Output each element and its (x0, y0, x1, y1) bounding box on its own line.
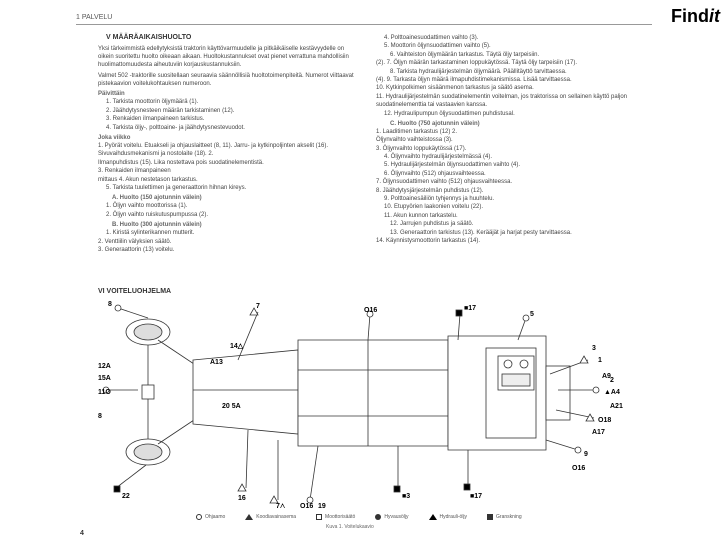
service-c-item: 9. Polttoainesäiliön tyhjennys ja huuhte… (376, 195, 636, 203)
text-columns: V MÄÄRÄAIKAISHUOLTO Yksi tärkeimmistä ed… (98, 34, 636, 254)
legend-label: Hydrauli-öljy (440, 514, 468, 520)
right-item: (4). 9. Tarkasta öljyn määrä ilmapuhdist… (376, 76, 636, 84)
diag-label: O16 (364, 307, 377, 314)
watermark-logo: Findit (671, 6, 720, 27)
diag-label: 7△ (276, 503, 286, 508)
right-item: 4. Polttoainesuodattimen vaihto (3). (376, 34, 636, 42)
right-item: 5. Moottorin öljynsuodattimen vaihto (5)… (376, 42, 636, 50)
intro-paragraph-2: Valmet 502 -traktorille suositellaan seu… (98, 72, 358, 88)
weekly-item: mittaus 4. Akun nestetason tarkastus. (98, 176, 358, 184)
left-column: V MÄÄRÄAIKAISHUOLTO Yksi tärkeimmistä ed… (98, 34, 358, 254)
diag-label: 5 (530, 311, 534, 318)
service-c-heading: C. Huolto (750 ajotunnin välein) (376, 121, 636, 127)
diag-label: 8 (108, 301, 112, 308)
lubrication-diagram: 8 12A 15A 11O 8 22 7 A13 14△ 20 5A 16 7△… (98, 300, 636, 508)
right-column: 4. Polttoainesuodattimen vaihto (3). 5. … (376, 34, 636, 254)
service-c-item: 7. Öljynsuodattimen vaihto (512) ohjausv… (376, 178, 636, 186)
daily-item: 1. Tarkista moottorin öljymäärä (1). (98, 98, 358, 106)
right-item: 11. Hydraulijärjestelmän suodatinelement… (376, 93, 636, 110)
service-c-item: 11. Akun kunnon tarkastelu. (376, 212, 636, 220)
diag-label: 19 (318, 503, 326, 508)
diagram-legend: Ohjaamo Koodiavainasema Moottorisäätö Hy… (196, 514, 522, 520)
legend-label: Ohjaamo (205, 514, 225, 520)
right-item: 6. Vaihteiston öljymäärän tarkastus. Täy… (376, 51, 636, 59)
daily-heading: Päivittäin (98, 91, 358, 97)
service-b-item: 2. Venttiilin välyksien säätö. (98, 238, 358, 246)
diag-label: 9 (584, 451, 588, 458)
service-c-item: 14. Käynnistysmoottorin tarkastus (14). (376, 237, 636, 245)
right-item: (2). 7. Öljyn määrän tarkastaminen loppu… (376, 59, 636, 67)
diag-label: 12A (98, 363, 111, 370)
diag-label: ■3 (402, 493, 410, 500)
service-c-item: 3. Öljynvaihto loppukäytössä (17). (376, 145, 636, 153)
diag-label: ▲A4 (604, 389, 620, 396)
diag-label: 8 (98, 413, 102, 420)
diag-label: 7 (256, 303, 260, 310)
diag-label: 14△ (230, 343, 244, 350)
daily-item: 2. Jäähdytysnesteen määrän tarkistaminen… (98, 107, 358, 115)
service-a-item: 2. Öljyn vaihto ruiskutuspumpussa (2). (98, 211, 358, 219)
legend-label: Hyvausöljy (384, 514, 408, 520)
diag-label: 22 (122, 493, 130, 500)
service-c-item: 10. Etupyörien laakonien voitelu (22). (376, 203, 636, 211)
service-b-item: 1. Kiristä sylinterikannen mutterit. (98, 229, 358, 237)
service-c-item: 8. Jäähdytysjärjestelmän puhdistus (12). (376, 187, 636, 195)
intro-paragraph-1: Yksi tärkeimmistä edellytyksistä traktor… (98, 45, 358, 69)
weekly-item: 1. Pyörät voitelu. Etuakseli ja ohjausla… (98, 142, 358, 159)
service-a-item: 1. Öljyn vaihto moottorissa (1). (98, 202, 358, 210)
service-c-item: Öljynvaihto vaihteistossa (3). (376, 136, 636, 144)
weekly-item: Ilmanpuhdistus (15). Lika nostettava poi… (98, 159, 358, 167)
weekly-item: 5. Tarkista tuulettimen ja generaattorin… (98, 184, 358, 192)
service-c-item: 4. Öljynvaihto hydraulijärjestelmässä (4… (376, 153, 636, 161)
diag-label: 3 (592, 345, 596, 352)
service-c-item: 13. Generaattorin tarkistus (13). Kerääj… (376, 229, 636, 237)
service-c-item: 5. Hydraulijärjestelmän öljynsuodattimen… (376, 161, 636, 169)
diag-label: A21 (610, 403, 623, 410)
right-item: 12. Hydraulipumpun öljysuodattimen puhdi… (376, 110, 636, 118)
weekly-item: 3. Renkaiden ilmanpaineen (98, 167, 358, 175)
service-b-item: 3. Generaattorin (13) voitelu. (98, 246, 358, 254)
diag-label: 11O (98, 389, 111, 396)
diag-label: 1 (598, 357, 602, 364)
service-c-item: 6. Öljynvaihto (512) ohjausvaihteessa. (376, 170, 636, 178)
diag-label: A13 (210, 359, 223, 366)
diag-label: 2 (610, 377, 614, 384)
section-vi-title: VI VOITELUOHJELMA (98, 288, 171, 295)
page-header: 1 PALVELU (76, 14, 112, 21)
right-item: 10. Kytkinpolkimen sisäänmenon tarkastus… (376, 84, 636, 92)
diag-label: 15A (98, 375, 111, 382)
page-number: 4 (80, 530, 84, 537)
diag-label: 20 5A (222, 403, 241, 410)
diag-label: ■17 (464, 305, 476, 312)
daily-item: 3. Renkaiden ilmanpaineen tarkistus. (98, 115, 358, 123)
legend-label: Moottorisäätö (325, 514, 355, 520)
diag-label: O18 (598, 417, 611, 424)
right-item: 8. Tarkista hydraulijärjestelmän öljymää… (376, 68, 636, 76)
weekly-heading: Joka viikko (98, 135, 358, 141)
diag-label: A17 (592, 429, 605, 436)
diag-label: 16 (238, 495, 246, 502)
service-c-item: 12. Jarrujen puhdistus ja säätö. (376, 220, 636, 228)
diag-label: ■17 (470, 493, 482, 500)
diag-label: O16 (300, 503, 313, 508)
service-a-heading: A. Huolto (150 ajotunnin välein) (98, 195, 358, 201)
section-v-title: V MÄÄRÄAIKAISHUOLTO (98, 34, 358, 41)
header-rule (76, 24, 652, 25)
legend-label: Granskning (496, 514, 522, 520)
figure-caption: Kuva 1. Voitelukaavio (326, 524, 374, 530)
document-page: 1 PALVELU V MÄÄRÄAIKAISHUOLTO Yksi tärke… (76, 0, 652, 546)
service-c-item: 1. Laaditimen tarkastus (12) 2. (376, 128, 636, 136)
legend-label: Koodiavainasema (256, 514, 296, 520)
service-b-heading: B. Huolto (300 ajotunnin välein) (98, 222, 358, 228)
diag-label: O16 (572, 465, 585, 472)
daily-item: 4. Tarkista öljy-, polttoaine- ja jäähdy… (98, 124, 358, 132)
